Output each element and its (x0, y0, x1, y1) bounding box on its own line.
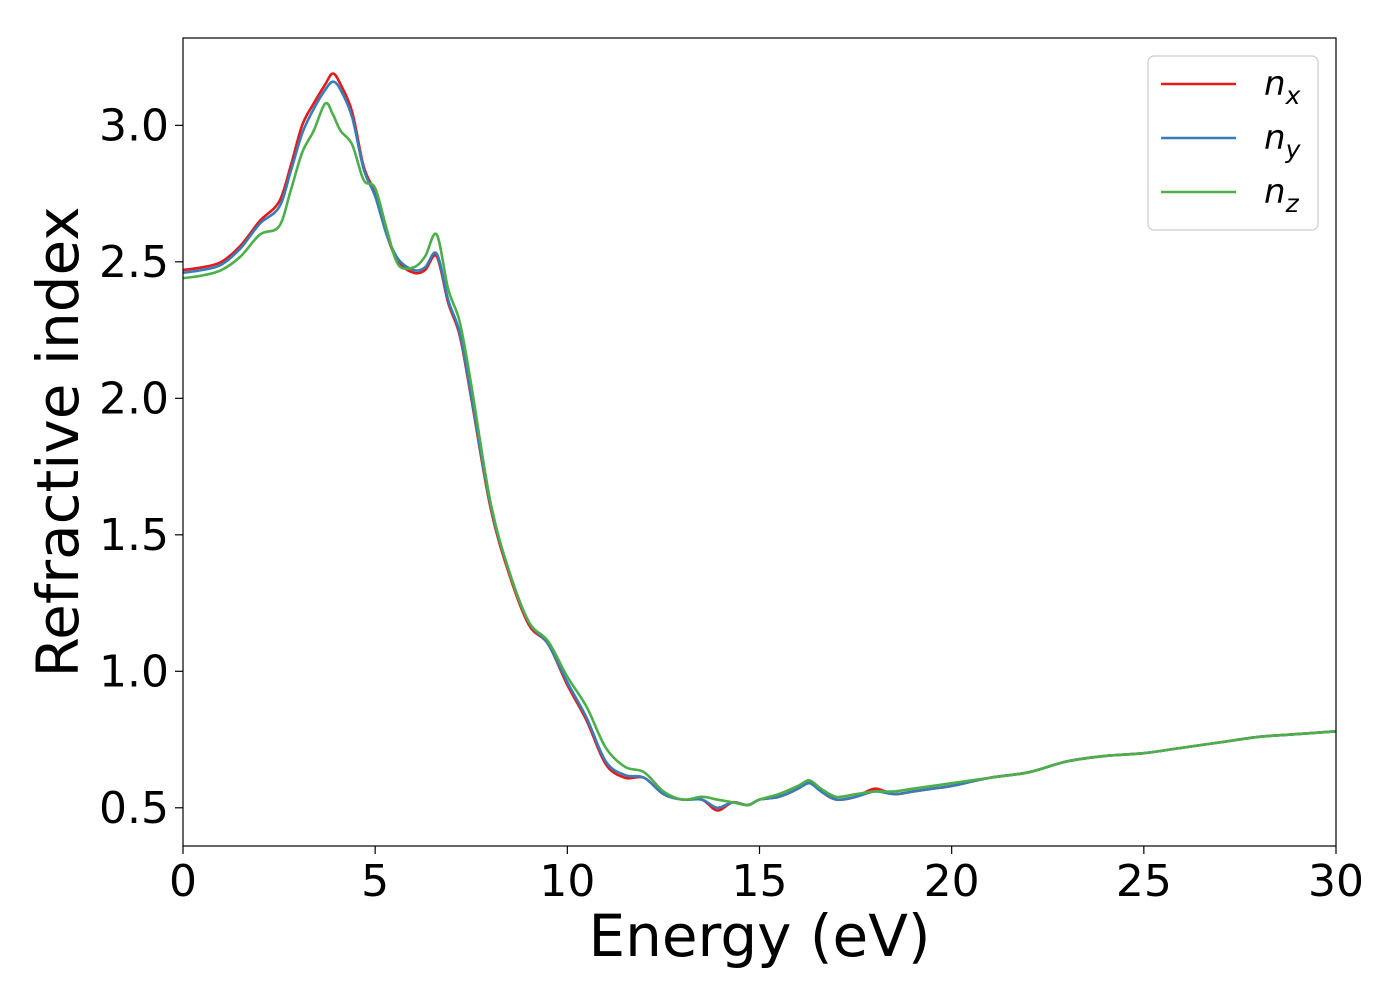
y-tick-label: 3.0 (99, 100, 169, 151)
legend-box (1147, 55, 1319, 231)
y-tick-label: 1.5 (99, 510, 169, 561)
series-line-y (183, 80, 1336, 810)
legend-label: ny (1264, 118, 1302, 164)
x-axis-label: Energy (eV) (588, 902, 930, 970)
legend: nx ny nz (1147, 55, 1319, 231)
y-tick-label: 2.5 (99, 237, 169, 288)
x-tick-label: 10 (539, 856, 595, 907)
y-tick-label: 0.5 (99, 783, 169, 834)
y-axis-label: Refractive index (24, 206, 92, 677)
x-axis-ticks: 0 5 10 15 20 25 30 (169, 846, 1364, 907)
series-layer (183, 72, 1336, 812)
y-axis-ticks: 0.5 1.0 1.5 2.0 2.5 3.0 (99, 100, 183, 834)
legend-item-x: nx (1161, 64, 1301, 110)
y-tick-label: 2.0 (99, 373, 169, 424)
series-line-z (183, 101, 1336, 807)
y-tick-label: 1.0 (99, 646, 169, 697)
x-tick-label: 20 (924, 856, 980, 907)
x-tick-label: 5 (361, 856, 389, 907)
x-tick-label: 15 (732, 856, 788, 907)
x-tick-label: 0 (169, 856, 197, 907)
legend-label: nz (1264, 172, 1300, 218)
legend-item-z: nz (1161, 172, 1300, 218)
x-tick-label: 25 (1116, 856, 1172, 907)
legend-item-y: ny (1161, 118, 1302, 164)
x-tick-label: 30 (1308, 856, 1364, 907)
legend-label: nx (1264, 64, 1301, 110)
